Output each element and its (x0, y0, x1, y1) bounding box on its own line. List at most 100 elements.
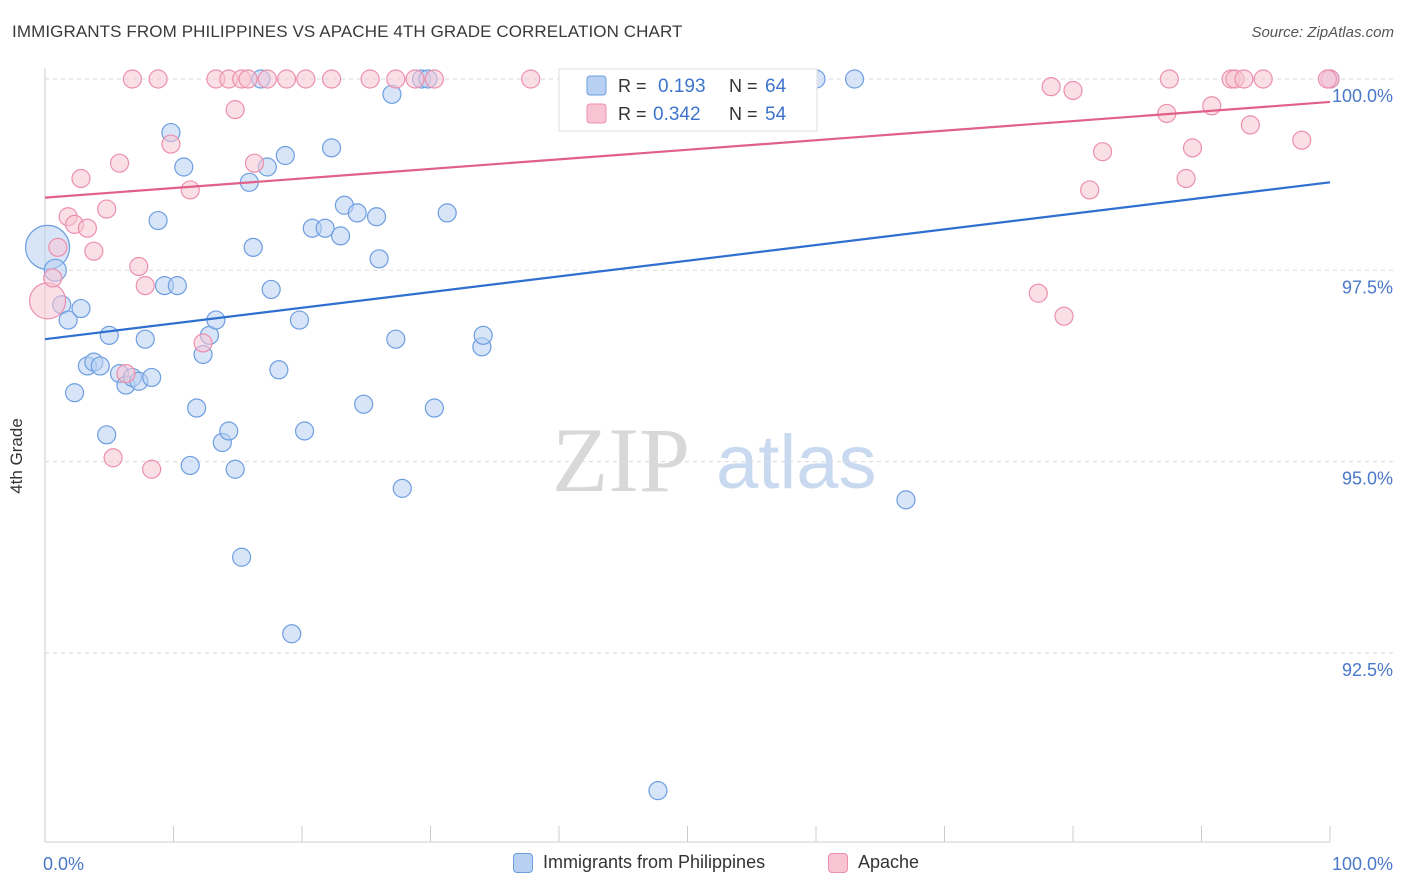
point-apache (142, 459, 162, 479)
point-apache (424, 69, 444, 89)
point-apache (1234, 69, 1254, 89)
point-apache (116, 364, 136, 384)
x-tick-label: 0.0% (43, 854, 84, 874)
watermark-zip: ZIP (552, 409, 690, 511)
legend-swatch-blue (586, 75, 607, 96)
point-philippines (243, 237, 263, 257)
legend-n-value-2: 54 (765, 104, 787, 125)
point-philippines (347, 203, 367, 223)
point-philippines (174, 157, 194, 177)
legend-n-value-1: 64 (765, 76, 787, 97)
legend-r-label-1: R = (618, 76, 647, 96)
chart-title: IMMIGRANTS FROM PHILIPPINES VS APACHE 4T… (12, 22, 683, 41)
point-apache (103, 448, 123, 468)
legend-n-label-2: N = (729, 104, 758, 124)
point-philippines (386, 329, 406, 349)
point-apache (84, 241, 104, 261)
source-label: Source: ZipAtlas.com (1251, 24, 1394, 41)
trend-line-apache (44, 100, 1331, 199)
legend-top: R = 0.193 N = 64 R = 0.342 N = 54 (558, 68, 818, 132)
point-apache (386, 69, 406, 89)
watermark-atlas: atlas (716, 420, 877, 505)
legend-n-label-1: N = (729, 76, 758, 96)
point-philippines (294, 421, 315, 441)
point-apache (360, 69, 380, 89)
point-apache (1063, 80, 1083, 101)
point-apache (276, 69, 297, 89)
point-apache (1054, 306, 1074, 326)
point-apache (1240, 115, 1260, 135)
legend-bottom: Immigrants from Philippines Apache (0, 852, 1406, 878)
point-philippines (473, 325, 493, 345)
point-philippines (71, 298, 91, 319)
point-philippines (97, 425, 117, 445)
point-philippines (424, 398, 444, 418)
x-tick-label: 100.0% (1332, 854, 1393, 874)
point-apache (1176, 168, 1196, 189)
point-apache (238, 69, 258, 89)
point-philippines (187, 398, 207, 418)
point-apache (257, 69, 277, 89)
legend-r-value-1: 0.193 (658, 76, 706, 97)
point-apache (1292, 130, 1312, 150)
point-apache (109, 153, 130, 173)
point-apache (321, 69, 342, 89)
point-philippines (219, 421, 239, 441)
point-apache (122, 69, 142, 89)
point-philippines (282, 624, 302, 644)
point-apache (1182, 138, 1203, 158)
point-apache (1028, 283, 1048, 303)
y-tick-label: 97.5% (1342, 277, 1393, 297)
point-philippines (90, 356, 110, 376)
point-apache (1317, 69, 1338, 89)
point-philippines (648, 781, 668, 801)
watermark: ZIP atlas (552, 409, 877, 511)
legend-r-value-2: 0.342 (653, 104, 701, 125)
point-apache (129, 256, 149, 277)
legend-swatch-pink (586, 103, 607, 124)
point-philippines (232, 547, 252, 567)
legend-swatch-apache (828, 852, 848, 873)
y-tick-label: 100.0% (1332, 86, 1393, 106)
point-philippines (366, 207, 387, 227)
point-philippines (369, 249, 389, 269)
point-philippines (58, 310, 78, 330)
point-philippines (269, 360, 289, 380)
point-apache (148, 69, 168, 89)
legend-label-philippines: Immigrants from Philippines (543, 852, 766, 872)
point-apache (77, 218, 98, 238)
point-philippines (437, 203, 457, 223)
series-apache (28, 69, 1340, 479)
point-apache (1041, 77, 1061, 97)
trend-lines (44, 100, 1331, 341)
point-philippines (148, 210, 168, 231)
point-philippines (330, 226, 351, 246)
point-philippines (167, 276, 187, 296)
point-philippines (135, 329, 155, 349)
legend-label-apache: Apache (858, 852, 920, 872)
point-philippines (315, 218, 335, 238)
point-philippines (225, 459, 245, 479)
legend-swatch-philippines (513, 852, 533, 873)
point-philippines (289, 310, 310, 330)
tick-labels: 92.5% 95.0% 97.5% 100.0% 0.0% 100.0% (43, 86, 1393, 874)
legend-item-apache[interactable]: Apache (828, 852, 919, 873)
point-apache (71, 168, 91, 189)
point-apache (225, 100, 245, 120)
point-apache (180, 180, 200, 200)
point-philippines (261, 279, 281, 300)
y-tick-label: 95.0% (1342, 469, 1393, 489)
point-philippines (392, 478, 412, 498)
point-apache (1080, 180, 1100, 200)
y-tick-label: 92.5% (1342, 660, 1393, 680)
point-philippines (321, 138, 342, 158)
point-apache (521, 69, 541, 89)
point-apache (193, 333, 213, 353)
point-philippines (64, 383, 85, 403)
point-philippines (354, 394, 374, 414)
point-philippines (844, 69, 865, 89)
legend-item-philippines[interactable]: Immigrants from Philippines (513, 852, 765, 873)
legend-r-label-2: R = (618, 104, 647, 124)
point-philippines (180, 455, 200, 476)
